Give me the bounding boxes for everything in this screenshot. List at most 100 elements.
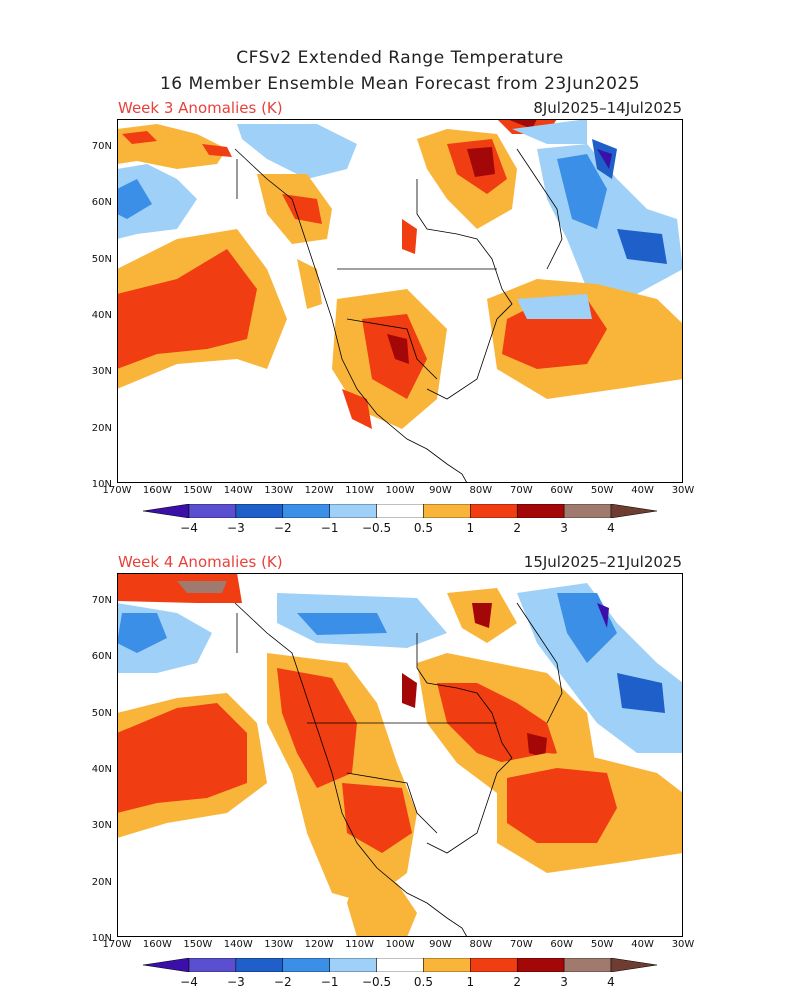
colorbar-swatch	[235, 958, 284, 972]
week3-lon-tick: 120W	[304, 485, 334, 496]
colorbar-swatch	[235, 504, 284, 518]
colorbar-swatch	[423, 504, 471, 518]
week4-lon-tick: 110W	[345, 939, 375, 950]
week4-lon-tick: 160W	[142, 939, 172, 950]
colorbar-max-arrow	[610, 504, 657, 518]
week3-anomaly-fields	[117, 119, 683, 429]
week4-colorbar-label: −1	[320, 975, 339, 989]
week4-lon-tick: 120W	[304, 939, 334, 950]
week3-label: Week 3 Anomalies (K)	[118, 99, 283, 117]
week3-lon-tick: 50W	[590, 485, 614, 496]
week4-lon-tick: 150W	[183, 939, 213, 950]
week4-lon-tick: 170W	[102, 939, 132, 950]
week4-colorbar-label: 0.5	[413, 975, 433, 989]
week3-colorbar-label: −2	[273, 521, 292, 535]
week3-lon-tick: 90W	[429, 485, 452, 496]
colorbar-swatch	[423, 958, 471, 972]
week3-colorbar-label: 0.5	[413, 521, 433, 535]
colorbar-swatch	[470, 958, 518, 972]
week4-anomaly-fields	[117, 573, 683, 937]
colorbar-swatch	[516, 958, 565, 972]
week3-lon-tick: 40W	[631, 485, 654, 496]
week4-lon-tick: 140W	[223, 939, 253, 950]
week3-lon-tick: 80W	[469, 485, 493, 496]
week4-colorbar	[143, 958, 657, 972]
colorbar-swatch	[282, 504, 330, 518]
week4-colorbar-label: 2	[513, 975, 522, 989]
week4-colorbar-label: −4	[180, 975, 198, 989]
week4-colorbar-label: −0.5	[361, 975, 392, 989]
week3-lat-tick: 30N	[91, 366, 112, 378]
week4-coastlines	[234, 602, 563, 937]
week3-lat-tick: 10N	[91, 478, 112, 490]
colorbar-swatch	[329, 504, 377, 518]
week3-colorbar	[143, 504, 657, 518]
week4-lon-tick: 90W	[429, 939, 452, 950]
week3-colorbar-label: 2	[513, 521, 522, 535]
week3-colorbar-label: −0.5	[361, 521, 392, 535]
week3-lon-tick: 60W	[550, 485, 574, 496]
week4-lon-tick: 30W	[671, 939, 695, 950]
week3-colorbar-label: −1	[320, 521, 339, 535]
colorbar-max-arrow	[610, 958, 657, 972]
week3-colorbar-label: 1	[466, 521, 475, 535]
colorbar-min-arrow	[143, 504, 190, 518]
week4-colorbar-label: 4	[607, 975, 615, 989]
week4-colorbar-label: 3	[560, 975, 568, 989]
week4-lat-tick: 30N	[91, 820, 112, 832]
week3-lon-tick: 30W	[671, 485, 695, 496]
week4-lon-tick: 100W	[385, 939, 415, 950]
week4-lon-tick: 70W	[509, 939, 533, 950]
colorbar-swatch	[563, 958, 612, 972]
week3-colorbar-label: 4	[607, 521, 615, 535]
week4-lat-tick: 40N	[91, 763, 112, 775]
week3-lon-tick: 140W	[223, 485, 253, 496]
week4-colorbar-label: −2	[273, 975, 292, 989]
week3-lat-tick: 70N	[91, 141, 112, 152]
week4-lon-tick: 40W	[631, 939, 654, 950]
colorbar-swatch	[470, 504, 518, 518]
week4-colorbar-label: −3	[227, 975, 245, 989]
colorbar-swatch	[516, 504, 565, 518]
colorbar-swatch	[188, 958, 237, 972]
colorbar-swatch	[282, 958, 330, 972]
week4-lat-tick: 60N	[91, 651, 112, 663]
week3-lat-tick: 50N	[91, 253, 112, 265]
week3-lon-tick: 160W	[142, 485, 172, 496]
week4-lon-tick: 130W	[264, 939, 294, 950]
week3-lon-tick: 100W	[385, 485, 415, 496]
week3-colorbar-label: −4	[180, 521, 198, 535]
week3-lon-tick: 170W	[102, 485, 132, 496]
week4-colorbar-label: 1	[466, 975, 475, 989]
week4-anomaly-map	[117, 573, 683, 937]
week3-lon-tick: 110W	[345, 485, 375, 496]
week3-date-range: 8Jul2025–14Jul2025	[533, 99, 682, 117]
week4-lat-tick: 70N	[91, 595, 112, 606]
week3-lat-tick: 40N	[91, 309, 112, 321]
colorbar-swatch	[376, 958, 424, 972]
week4-lat-tick: 50N	[91, 707, 112, 719]
colorbar-swatch	[376, 504, 424, 518]
week4-date-range: 15Jul2025–21Jul2025	[523, 553, 682, 571]
week3-lat-tick: 60N	[91, 197, 112, 209]
colorbar-swatch	[563, 504, 612, 518]
week4-lon-tick: 50W	[590, 939, 614, 950]
week3-lon-tick: 150W	[183, 485, 213, 496]
week3-colorbar-label: −3	[227, 521, 245, 535]
week4-lat-tick: 20N	[91, 876, 112, 888]
week3-colorbar-label: 3	[560, 521, 568, 535]
main-title: CFSv2 Extended Range Temperature	[236, 48, 564, 68]
week3-lon-tick: 130W	[264, 485, 294, 496]
week4-lat-tick: 10N	[91, 932, 112, 944]
colorbar-swatch	[188, 504, 237, 518]
week3-coastlines	[234, 148, 563, 483]
week4-lon-tick: 60W	[550, 939, 574, 950]
week3-lat-tick: 20N	[91, 422, 112, 434]
week3-anomaly-map	[117, 119, 683, 483]
subtitle: 16 Member Ensemble Mean Forecast from 23…	[159, 74, 641, 94]
week4-lon-tick: 80W	[469, 939, 493, 950]
colorbar-swatch	[329, 958, 377, 972]
colorbar-min-arrow	[143, 958, 190, 972]
week3-lon-tick: 70W	[509, 485, 533, 496]
week4-label: Week 4 Anomalies (K)	[118, 553, 283, 571]
